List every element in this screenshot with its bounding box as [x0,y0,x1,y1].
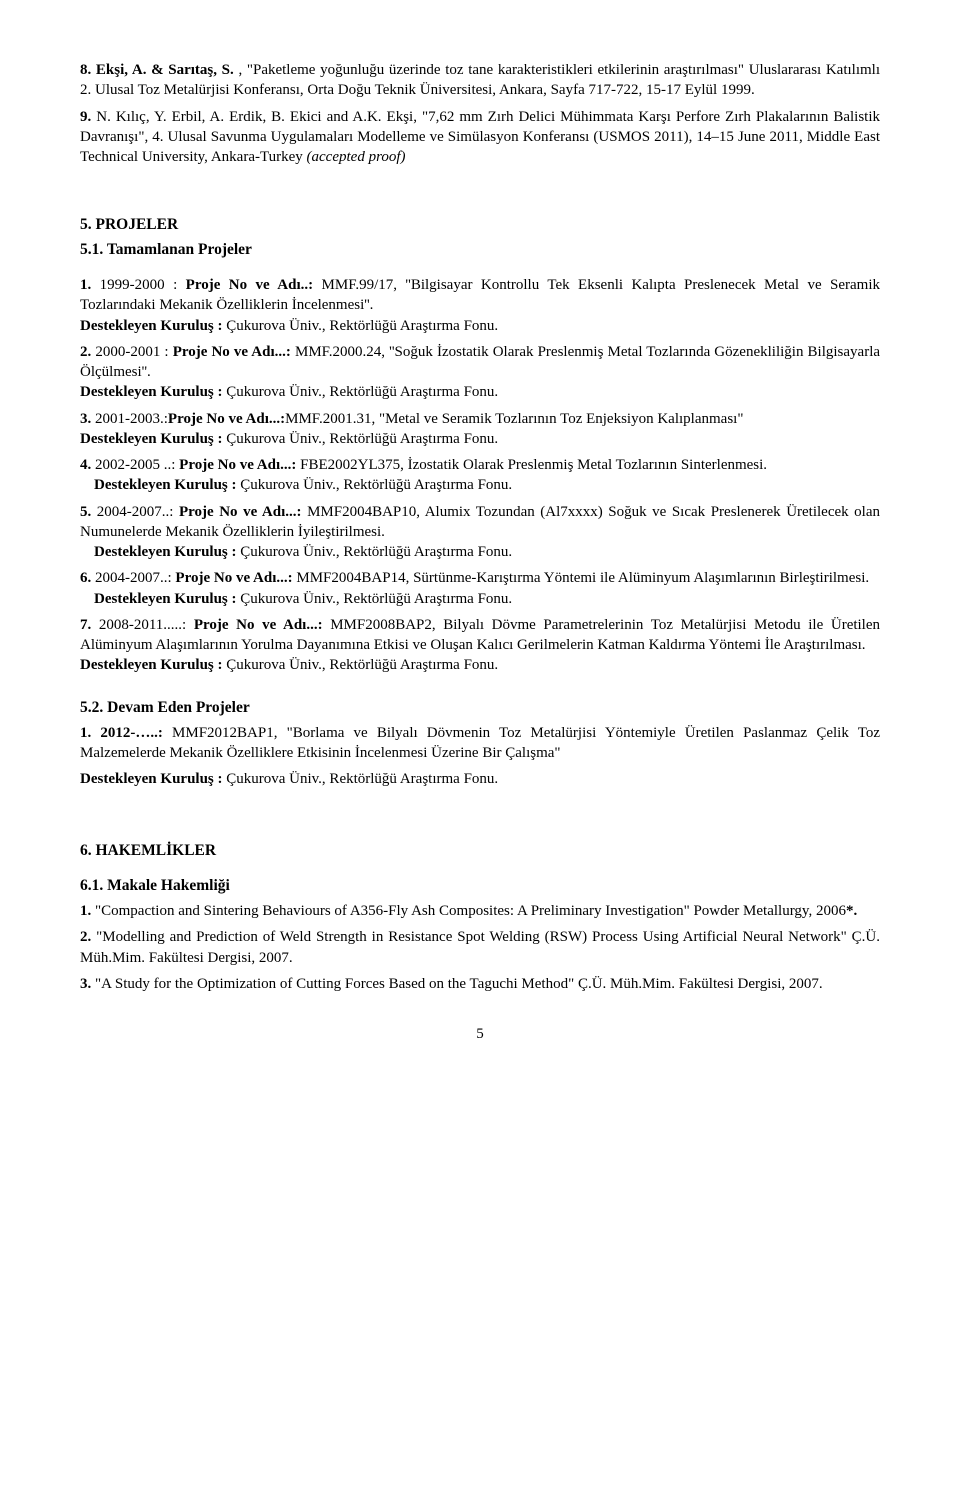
projects-list: 1. 1999-2000 : Proje No ve Adı..: MMF.99… [80,275,880,676]
rev-body: "Compaction and Sintering Behaviours of … [91,903,846,919]
section-5-title: 5. PROJELER [80,215,880,236]
proj-label: Proje No ve Adı...: [168,411,285,427]
ref-num: 9. [80,109,91,125]
proj-org: Çukurova Üniv., Rektörlüğü Araştırma Fon… [226,318,498,334]
review-3: 3. "A Study for the Optimization of Cutt… [80,974,880,994]
proj-years: 2004-2007..: [97,504,179,520]
reviews-list: 1. "Compaction and Sintering Behaviours … [80,901,880,994]
proj-label: Proje No ve Adı...: [179,504,307,520]
proj-org: Çukurova Üniv., Rektörlüğü Araştırma Fon… [226,657,498,673]
proj-years: 2000-2001 : [95,344,172,360]
proj-num: 4. [80,457,91,473]
section-6-1-title: 6.1. Makale Hakemliği [80,876,880,897]
proj-years: 2001-2003.: [95,411,168,427]
rev-num: 2. [80,929,91,945]
proj-years: 2002-2005 ..: [95,457,179,473]
project-3: 3. 2001-2003.:Proje No ve Adı...:MMF.200… [80,409,880,450]
proj-org: Çukurova Üniv., Rektörlüğü Araştırma Fon… [240,544,512,560]
reference-9: 9. N. Kılıç, Y. Erbil, A. Erdik, B. Ekic… [80,107,880,168]
proj-label: Proje No ve Adı...: [173,344,295,360]
review-2: 2. "Modelling and Prediction of Weld Str… [80,927,880,968]
rev-num: 3. [80,976,91,992]
proj-support-label: Destekleyen Kuruluş : [94,591,240,607]
proj-support-label: Destekleyen Kuruluş : [80,431,226,447]
proj-support-label: Destekleyen Kuruluş : [94,544,240,560]
rev-body: "A Study for the Optimization of Cutting… [91,976,822,992]
proj-label: Proje No ve Adı...: [175,570,296,586]
section-5-1-title: 5.1. Tamamlanan Projeler [80,240,880,261]
rev-bold: *. [846,903,857,919]
proj-label: Proje No ve Adı...: [194,617,330,633]
project-6: 6. 2004-2007..: Proje No ve Adı...: MMF2… [80,568,880,609]
project-7: 7. 2008-2011.....: Proje No ve Adı...: M… [80,615,880,676]
proj-years: 2004-2007..: [95,570,175,586]
proj-num: 3. [80,411,91,427]
proj-support-label: Destekleyen Kuruluş : [80,771,226,787]
project-1: 1. 1999-2000 : Proje No ve Adı..: MMF.99… [80,275,880,336]
ongoing-project-support: Destekleyen Kuruluş : Çukurova Üniv., Re… [80,769,880,789]
ongoing-project-1: 1. 2012-…..: MMF2012BAP1, "Borlama ve Bi… [80,723,880,764]
proj-body: MMF2004BAP14, Sürtünme-Karıştırma Yöntem… [296,570,869,586]
section-5-2-title: 5.2. Devam Eden Projeler [80,698,880,719]
ref-authors: Ekşi, A. & Sarıtaş, S. [96,62,234,78]
proj-num: 7. [80,617,91,633]
proj-body: MMF2012BAP1, "Borlama ve Bilyalı Dövmeni… [80,725,880,761]
review-1: 1. "Compaction and Sintering Behaviours … [80,901,880,921]
proj-label: Proje No ve Adı..: [186,277,322,293]
proj-support-label: Destekleyen Kuruluş : [80,657,226,673]
project-5: 5. 2004-2007..: Proje No ve Adı...: MMF2… [80,502,880,563]
rev-num: 1. [80,903,91,919]
proj-num: 5. [80,504,91,520]
ref-authors: N. Kılıç, Y. Erbil, A. Erdik, B. Ekici a… [96,109,417,125]
proj-years: 2008-2011.....: [99,617,194,633]
rev-body: "Modelling and Prediction of Weld Streng… [80,929,880,965]
proj-body: MMF.2001.31, "Metal ve Seramik Tozlarını… [285,411,743,427]
proj-org: Çukurova Üniv., Rektörlüğü Araştırma Fon… [226,431,498,447]
proj-num: 1. 2012-…..: [80,725,163,741]
project-4: 4. 2002-2005 ..: Proje No ve Adı...: FBE… [80,455,880,496]
ref-num: 8. [80,62,91,78]
proj-num: 2. [80,344,91,360]
reference-8: 8. Ekşi, A. & Sarıtaş, S. , "Paketleme y… [80,60,880,101]
proj-body: FBE2002YL375, İzostatik Olarak Preslenmi… [300,457,767,473]
proj-num: 1. [80,277,91,293]
proj-support-label: Destekleyen Kuruluş : [80,384,226,400]
proj-label: Proje No ve Adı...: [179,457,300,473]
proj-num: 6. [80,570,91,586]
page-number: 5 [80,1024,880,1044]
proj-years: 1999-2000 : [100,277,186,293]
proj-org: Çukurova Üniv., Rektörlüğü Araştırma Fon… [226,384,498,400]
section-6-title: 6. HAKEMLİKLER [80,841,880,862]
proj-org: Çukurova Üniv., Rektörlüğü Araştırma Fon… [240,477,512,493]
project-2: 2. 2000-2001 : Proje No ve Adı...: MMF.2… [80,342,880,403]
proj-org: Çukurova Üniv., Rektörlüğü Araştırma Fon… [226,771,498,787]
ref-italic: (accepted proof) [307,149,406,165]
proj-support-label: Destekleyen Kuruluş : [94,477,240,493]
proj-support-label: Destekleyen Kuruluş : [80,318,226,334]
proj-org: Çukurova Üniv., Rektörlüğü Araştırma Fon… [240,591,512,607]
